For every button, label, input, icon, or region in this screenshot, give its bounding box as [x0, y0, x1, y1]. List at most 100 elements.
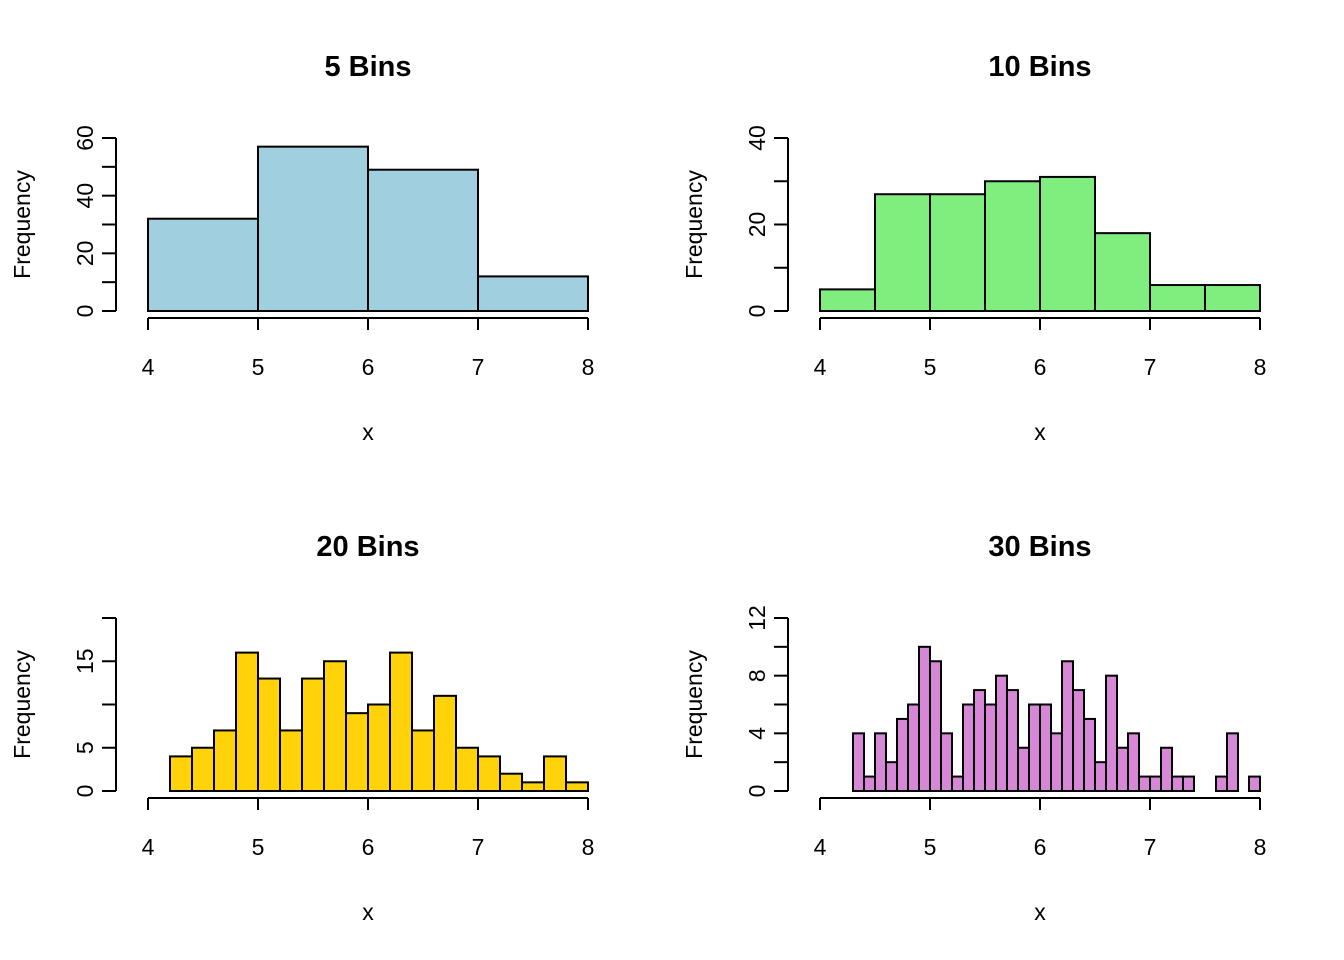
chart-title: 10 Bins: [988, 51, 1091, 83]
y-axis-label: Frequency: [681, 650, 707, 759]
histogram-bar: [477, 755, 501, 793]
y-tick-label: 0: [744, 305, 770, 318]
histogram-bar: [1039, 175, 1096, 312]
x-axis: 4 5 6 7 8 x: [814, 797, 1267, 925]
histogram-bar: [1149, 284, 1206, 312]
histogram-bar: [543, 755, 567, 793]
x-tick-label: 7: [1144, 354, 1157, 380]
x-axis-label: x: [1034, 899, 1046, 925]
y-tick-label: 20: [744, 212, 770, 238]
histogram-panel-1: 5 Bins 4 5 6 7 8 x 0 20 40 60 Frequency: [9, 51, 594, 445]
histogram-bar: [1017, 746, 1030, 792]
y-tick-label: 4: [744, 727, 770, 740]
y-tick-label: 5: [72, 741, 98, 754]
y-tick-label: 12: [744, 605, 770, 631]
histogram-bar: [852, 732, 865, 793]
histogram-panel-2: 10 Bins 4 5 6 7 8 x 0 20 40 Frequency: [681, 51, 1266, 445]
histogram-bar: [1182, 775, 1195, 793]
histogram-bar: [874, 732, 887, 793]
y-tick-label: 15: [72, 648, 98, 674]
x-tick-label: 7: [472, 354, 485, 380]
histogram-bar: [1149, 775, 1162, 793]
x-axis: 4 5 6 7 8 x: [814, 317, 1267, 445]
histogram-bar: [929, 193, 986, 312]
histogram-bar: [1105, 674, 1118, 792]
histogram-bar: [411, 729, 435, 793]
histogram-bar: [819, 288, 876, 313]
x-tick-label: 4: [814, 354, 827, 380]
histogram-bar: [477, 275, 589, 312]
histogram-bar: [1248, 775, 1261, 793]
x-tick-label: 8: [1254, 834, 1267, 860]
histogram-bar: [323, 660, 347, 792]
y-axis-label: Frequency: [9, 650, 35, 759]
histogram-bar: [1006, 689, 1019, 793]
y-axis: 0 4 8 12 Frequency: [681, 605, 789, 798]
histogram-bar: [1127, 732, 1140, 793]
y-tick-label: 8: [744, 669, 770, 682]
histogram-bar: [191, 746, 215, 792]
histogram-bar: [1094, 761, 1107, 792]
histogram-bar: [863, 775, 876, 793]
histogram-bar: [1226, 732, 1239, 793]
x-tick-label: 4: [142, 354, 155, 380]
x-tick-label: 6: [1034, 834, 1047, 860]
y-axis: 0 20 40 60 Frequency: [9, 125, 117, 317]
histogram-bar: [455, 746, 479, 792]
histogram-bar: [951, 775, 964, 793]
x-tick-label: 8: [582, 354, 595, 380]
x-axis: 4 5 6 7 8 x: [142, 797, 595, 925]
x-tick-label: 8: [1254, 354, 1267, 380]
histogram-panel-3: 20 Bins 4 5 6 7 8 x 0 5 15 Frequency: [9, 531, 594, 925]
x-axis-label: x: [1034, 419, 1046, 445]
histogram-bar: [1160, 746, 1173, 792]
histogram-bar: [389, 651, 413, 792]
x-axis: 4 5 6 7 8 x: [142, 317, 595, 445]
histogram-bar: [962, 703, 975, 792]
histogram-bar: [367, 703, 391, 792]
histogram-bar: [918, 645, 931, 793]
x-tick-label: 4: [142, 834, 155, 860]
histogram-bar: [984, 180, 1041, 312]
histogram-bar: [907, 703, 920, 792]
y-axis: 0 20 40 Frequency: [681, 125, 789, 318]
histogram-bar: [874, 193, 931, 312]
y-tick-label: 0: [744, 785, 770, 798]
y-axis: 0 5 15 Frequency: [9, 617, 117, 798]
x-tick-label: 5: [924, 354, 937, 380]
histogram-bar: [1039, 703, 1052, 792]
x-tick-label: 6: [1034, 354, 1047, 380]
histogram-bar: [565, 781, 589, 792]
histogram-bar: [235, 651, 259, 792]
x-tick-label: 5: [252, 834, 265, 860]
y-tick-label: 40: [72, 183, 98, 209]
y-tick-label: 20: [72, 241, 98, 267]
histogram-bar: [301, 677, 325, 792]
x-tick-label: 6: [362, 354, 375, 380]
x-tick-label: 5: [924, 834, 937, 860]
histogram-bar: [984, 703, 997, 792]
x-tick-label: 8: [582, 834, 595, 860]
x-tick-label: 7: [1144, 834, 1157, 860]
histogram-bar: [1204, 284, 1261, 312]
histogram-bar: [345, 712, 369, 793]
x-tick-label: 5: [252, 354, 265, 380]
y-axis-label: Frequency: [9, 170, 35, 279]
histogram-bar: [940, 732, 953, 793]
histogram-bar: [169, 755, 193, 793]
histogram-bar: [1116, 746, 1129, 792]
histogram-bar: [213, 729, 237, 793]
histogram-bar: [885, 761, 898, 792]
y-axis-label: Frequency: [681, 170, 707, 279]
histogram-bar: [521, 781, 545, 792]
chart-title: 20 Bins: [316, 531, 419, 563]
x-axis-label: x: [362, 419, 374, 445]
chart-title: 5 Bins: [324, 51, 411, 83]
histogram-bar: [896, 717, 909, 792]
histogram-bar: [1094, 232, 1151, 312]
histogram-bar: [1072, 689, 1085, 793]
histogram-panel-4: 30 Bins 4 5 6 7 8 x 0 4 8 12 Frequency: [681, 531, 1266, 925]
x-tick-label: 7: [472, 834, 485, 860]
y-tick-label: 0: [72, 785, 98, 798]
